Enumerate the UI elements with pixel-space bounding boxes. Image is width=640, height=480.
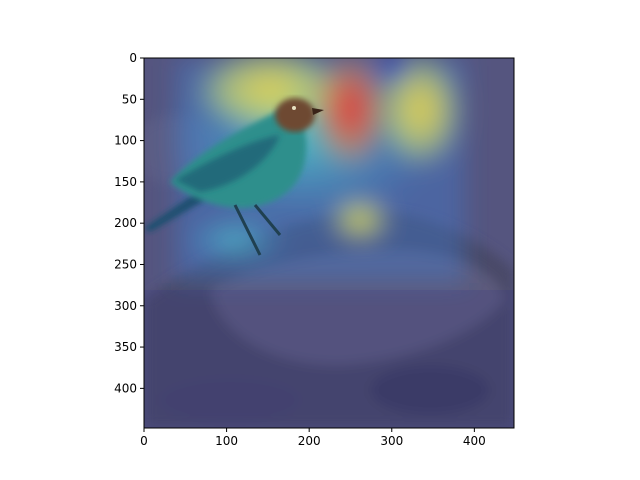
heatmap-image — [144, 58, 514, 428]
bird-beak — [312, 108, 324, 115]
x-tick-label: 0 — [140, 434, 148, 448]
bird-head — [275, 98, 315, 132]
y-tick-label: 0 — [129, 51, 137, 65]
y-tick-label: 350 — [114, 340, 137, 354]
plot-frame — [143, 57, 515, 429]
x-tick-label: 300 — [380, 434, 403, 448]
x-tick-label: 200 — [298, 434, 321, 448]
y-tick-label: 100 — [114, 134, 137, 148]
bird-eye — [292, 106, 296, 110]
bird — [144, 98, 324, 256]
bird-legs — [233, 204, 282, 256]
y-tick-label: 200 — [114, 216, 137, 230]
x-tick-label: 400 — [463, 434, 486, 448]
bird-wing — [175, 135, 280, 192]
y-tick-label: 50 — [122, 92, 137, 106]
x-tick-label: 100 — [215, 434, 238, 448]
y-tick-label: 300 — [114, 299, 137, 313]
x-axis: 0 100 200 300 400 — [140, 428, 486, 448]
y-axis: 0 50 100 150 200 250 300 350 400 — [114, 51, 144, 395]
bird-tail — [144, 190, 205, 232]
y-tick-label: 400 — [114, 381, 137, 395]
y-tick-label: 150 — [114, 175, 137, 189]
y-tick-label: 250 — [114, 257, 137, 271]
